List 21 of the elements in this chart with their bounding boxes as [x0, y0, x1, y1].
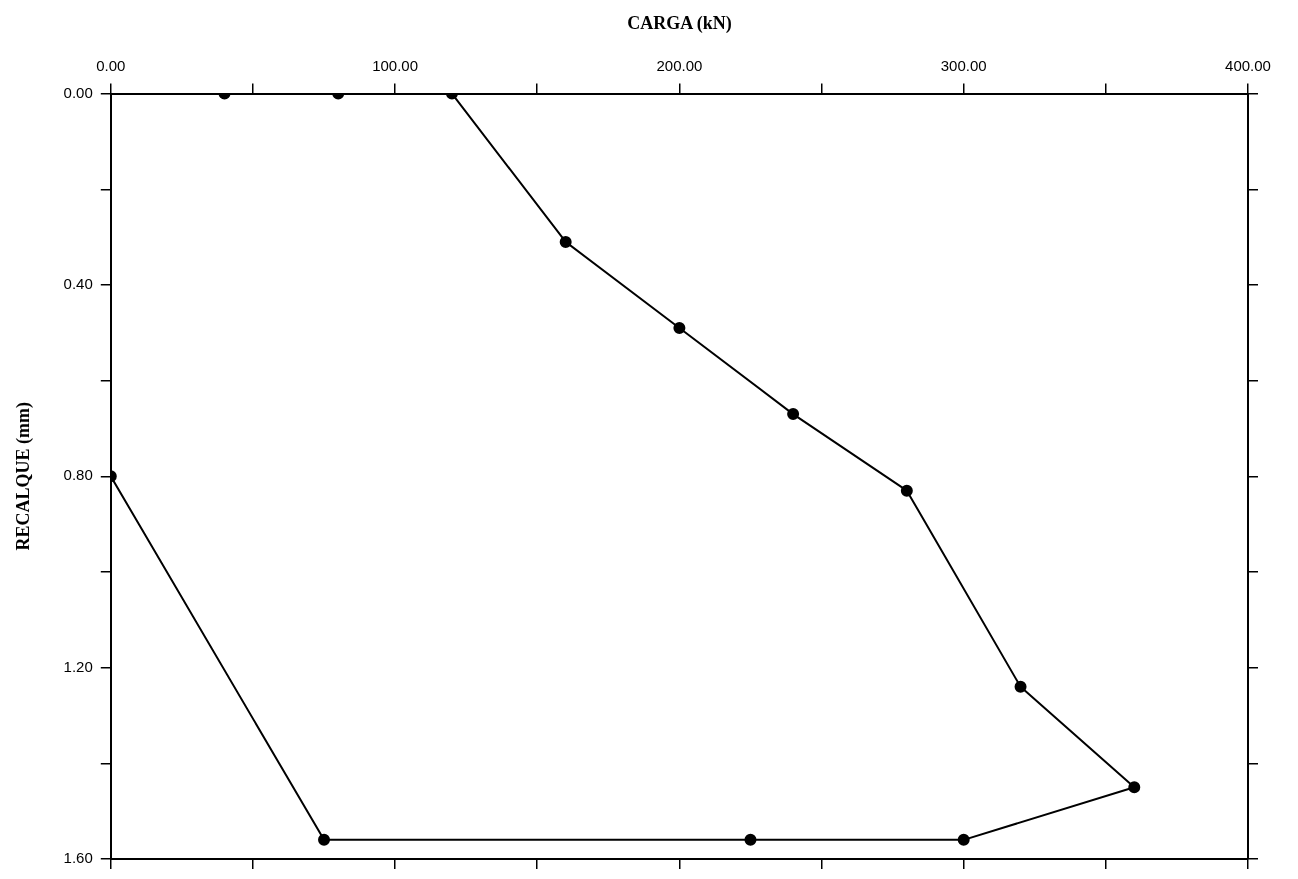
- y-tick-label: 0.40: [63, 275, 93, 293]
- y-axis-title: RECALQUE (mm): [13, 402, 35, 551]
- x-tick-label: 0.00: [96, 56, 126, 74]
- point: [1128, 781, 1141, 794]
- point: [787, 408, 800, 421]
- point: [559, 235, 572, 248]
- y-tick-label: 0.00: [63, 83, 93, 101]
- x-tick-label: 300.00: [940, 56, 987, 74]
- y-tick-label: 0.80: [63, 466, 93, 484]
- point: [744, 833, 757, 846]
- x-tick-label: 400.00: [1225, 56, 1271, 74]
- point: [673, 322, 686, 334]
- point: [318, 833, 331, 846]
- x-tick-label: 200.00: [656, 56, 703, 74]
- x-tick-label: 100.00: [372, 56, 419, 74]
- y-tick-label: 1.20: [63, 657, 93, 675]
- point: [957, 833, 970, 846]
- x-axis-title: CARGA (kN): [627, 13, 732, 35]
- y-tick-label: 1.60: [63, 849, 93, 867]
- point: [900, 484, 913, 497]
- point: [1014, 680, 1027, 693]
